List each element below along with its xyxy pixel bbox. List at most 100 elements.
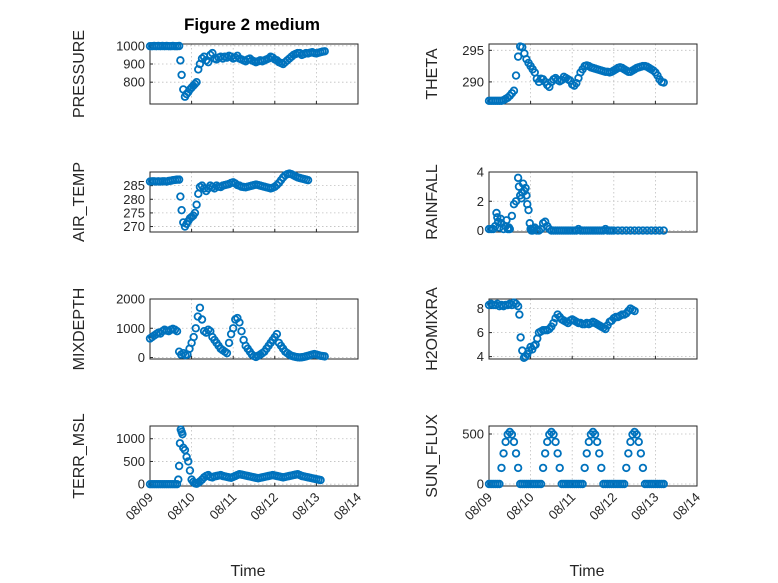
y-tick-label: 280 — [123, 192, 145, 207]
data-point — [316, 475, 325, 485]
data-point — [580, 463, 589, 473]
axes-frame — [149, 43, 359, 105]
data-point — [497, 463, 506, 473]
figure-title: Figure 2 medium — [184, 15, 320, 34]
data-point — [538, 463, 548, 473]
data-point — [647, 226, 656, 235]
y-tick-label: 4 — [477, 165, 484, 180]
data-point — [543, 437, 552, 447]
data-point — [649, 66, 658, 75]
data-point — [174, 41, 184, 51]
data-point — [172, 479, 182, 489]
data-point — [492, 208, 501, 218]
y-tick-label: 8 — [477, 301, 484, 316]
y-axis-label: AIR_TEMP — [71, 162, 88, 242]
data-point — [228, 324, 238, 333]
y-axis-label: RAINFALL — [424, 164, 441, 240]
data-point — [513, 173, 523, 183]
data-point — [177, 70, 186, 80]
data-point — [204, 57, 213, 67]
data-point — [592, 437, 602, 447]
data-point — [516, 333, 525, 342]
axes-frame — [488, 298, 698, 360]
data-point — [233, 313, 242, 323]
data-point — [505, 224, 514, 234]
data-point — [513, 302, 523, 311]
data-point — [191, 324, 200, 333]
data-point — [578, 479, 587, 489]
data-point — [176, 192, 185, 201]
data-point — [503, 93, 512, 102]
data-point — [176, 56, 185, 65]
data-point — [522, 191, 531, 200]
data-point — [513, 463, 523, 473]
y-tick-label: 270 — [123, 219, 145, 234]
data-point — [179, 348, 188, 358]
data-point — [502, 216, 511, 225]
data-point — [495, 479, 504, 489]
data-point — [638, 226, 648, 235]
data-point — [185, 466, 195, 475]
data-point — [507, 430, 517, 439]
data-point — [553, 449, 562, 458]
data-point — [659, 226, 668, 235]
data-point — [303, 175, 313, 185]
y-tick-label: 0 — [138, 350, 145, 365]
data-point — [184, 457, 193, 466]
data-point — [501, 437, 510, 447]
data-point — [609, 226, 618, 235]
data-point — [172, 326, 182, 336]
data-point — [499, 449, 508, 458]
y-axis-label: TERR_MSL — [71, 413, 88, 498]
data-point — [190, 208, 200, 218]
data-point — [237, 326, 246, 336]
y-axis-label: H2OMIXRA — [424, 287, 441, 371]
data-point — [224, 338, 234, 348]
data-point — [235, 318, 244, 327]
y-tick-label: 295 — [462, 43, 484, 58]
data-point — [634, 437, 643, 447]
data-point — [651, 226, 660, 235]
data-point — [622, 463, 631, 473]
data-point — [320, 352, 329, 361]
data-point — [540, 449, 550, 458]
data-point — [511, 449, 521, 458]
axes-frame — [149, 425, 359, 487]
x-axis-label: Time — [570, 563, 605, 580]
data-point — [189, 332, 198, 342]
data-point — [513, 52, 523, 61]
data-point — [622, 226, 631, 235]
y-tick-label: 290 — [462, 74, 484, 89]
y-tick-label: 285 — [123, 178, 145, 193]
data-point — [626, 437, 635, 447]
data-point — [195, 303, 205, 312]
data-point — [197, 315, 207, 324]
data-point — [182, 452, 191, 462]
y-tick-label: 2 — [477, 194, 484, 209]
data-point — [509, 437, 519, 447]
y-tick-label: 500 — [123, 454, 145, 469]
y-axis-label: SUN_FLUX — [424, 414, 441, 498]
data-point — [540, 217, 550, 226]
data-point — [536, 479, 546, 489]
y-axis-label: THETA — [424, 48, 441, 100]
subplot-mixdepth: 0 1000 2000 MIXDEPTH — [71, 288, 359, 371]
subplot-rainfall: 0 2 4 RAINFALL — [424, 164, 698, 240]
y-tick-label: 6 — [477, 325, 484, 340]
y-tick-label: 1000 — [116, 431, 145, 446]
subplot-h2omixra: 4 6 8 H2OMIXRA — [424, 287, 698, 371]
y-tick-label: 275 — [123, 205, 145, 220]
y-axis-label: MIXDEPTH — [71, 288, 88, 371]
data-point — [551, 437, 560, 447]
y-tick-label: 1000 — [116, 38, 145, 53]
y-tick-label: 1000 — [116, 321, 145, 336]
data-point — [595, 449, 604, 458]
data-point — [320, 47, 329, 56]
y-axis-label: PRESSURE — [71, 30, 88, 118]
y-tick-label: 4 — [477, 349, 484, 364]
data-point — [222, 348, 232, 358]
y-tick-label: 800 — [123, 75, 145, 90]
data-point — [524, 205, 533, 215]
axes-frame — [488, 43, 698, 105]
data-point — [659, 479, 668, 489]
